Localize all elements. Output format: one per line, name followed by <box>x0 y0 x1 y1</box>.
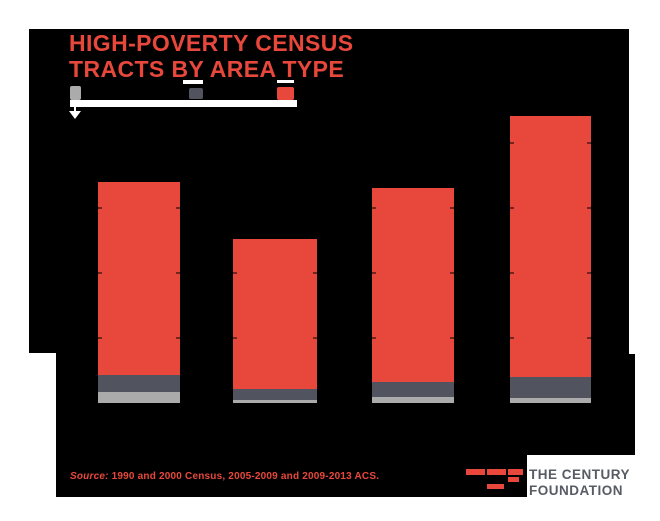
stacked-bar <box>510 116 591 403</box>
logo-bar <box>466 469 485 475</box>
chart-title-line2: TRACTS BY AREA TYPE <box>69 56 345 82</box>
bar-segment-dark-gray <box>510 377 591 398</box>
gridline-tick <box>313 272 317 274</box>
stacked-bar <box>233 239 317 403</box>
wordmark-line2: FOUNDATION <box>529 483 623 498</box>
bar-segment-light-gray <box>98 392 180 403</box>
wordmark-line1: THE CENTURY <box>529 467 631 482</box>
gridline-tick <box>372 272 376 274</box>
gridline-tick <box>450 272 454 274</box>
down-arrow-icon <box>74 105 76 111</box>
gridline-tick <box>587 337 591 339</box>
bar-segment-red <box>510 116 591 377</box>
legend-label-fragment <box>183 80 203 84</box>
logo-bar <box>487 469 506 475</box>
logo-bar <box>487 484 504 489</box>
bar-segment-dark-gray <box>98 375 180 392</box>
gridline-tick <box>450 337 454 339</box>
gridline-tick <box>98 337 102 339</box>
legend-marker-light-gray <box>70 86 81 100</box>
chart-title: HIGH-POVERTY CENSUS TRACTS BY AREA TYPE <box>69 30 354 82</box>
gridline-tick <box>510 142 514 144</box>
white-notch-bottom-left <box>29 353 56 497</box>
legend-marker-dark-gray <box>189 88 203 99</box>
bar-segment-light-gray <box>372 397 454 403</box>
logo-bar <box>508 469 523 475</box>
legend-marker-red <box>277 87 294 100</box>
bar-segment-light-gray <box>233 400 317 403</box>
century-foundation-logo-icon <box>466 469 526 490</box>
gridline-tick <box>510 337 514 339</box>
gridline-tick <box>176 272 180 274</box>
bar-segment-red <box>98 182 180 375</box>
bar-segment-red <box>372 188 454 382</box>
gridline-tick <box>176 337 180 339</box>
bar-segment-dark-gray <box>233 389 317 400</box>
legend-label-fragment <box>277 80 294 83</box>
gridline-tick <box>98 207 102 209</box>
stacked-bar <box>372 188 454 403</box>
gridline-tick <box>587 272 591 274</box>
stacked-bar <box>98 182 180 403</box>
gridline-tick <box>587 207 591 209</box>
gridline-tick <box>450 207 454 209</box>
gridline-tick <box>233 337 237 339</box>
gridline-tick <box>510 272 514 274</box>
source-note-prefix: Source: <box>70 471 109 482</box>
gridline-tick <box>510 207 514 209</box>
gridline-tick <box>176 207 180 209</box>
logo-background <box>527 455 635 497</box>
bar-segment-dark-gray <box>372 382 454 397</box>
gridline-tick <box>313 337 317 339</box>
source-note: Source: 1990 and 2000 Census, 2005-2009 … <box>70 471 379 482</box>
gridline-tick <box>98 272 102 274</box>
gridline-tick <box>372 337 376 339</box>
source-note-text: 1990 and 2000 Census, 2005-2009 and 2009… <box>108 471 380 482</box>
bar-segment-light-gray <box>510 398 591 403</box>
century-foundation-wordmark: THE CENTURY FOUNDATION <box>529 467 630 499</box>
gridline-tick <box>372 207 376 209</box>
logo-bar <box>508 477 519 482</box>
bar-segment-red <box>233 239 317 389</box>
gridline-tick <box>233 272 237 274</box>
down-arrow-icon <box>69 111 81 119</box>
gridline-tick <box>587 142 591 144</box>
legend-underline-band <box>70 100 297 107</box>
chart-title-line1: HIGH-POVERTY CENSUS <box>69 30 354 56</box>
white-notch-right <box>629 29 635 354</box>
